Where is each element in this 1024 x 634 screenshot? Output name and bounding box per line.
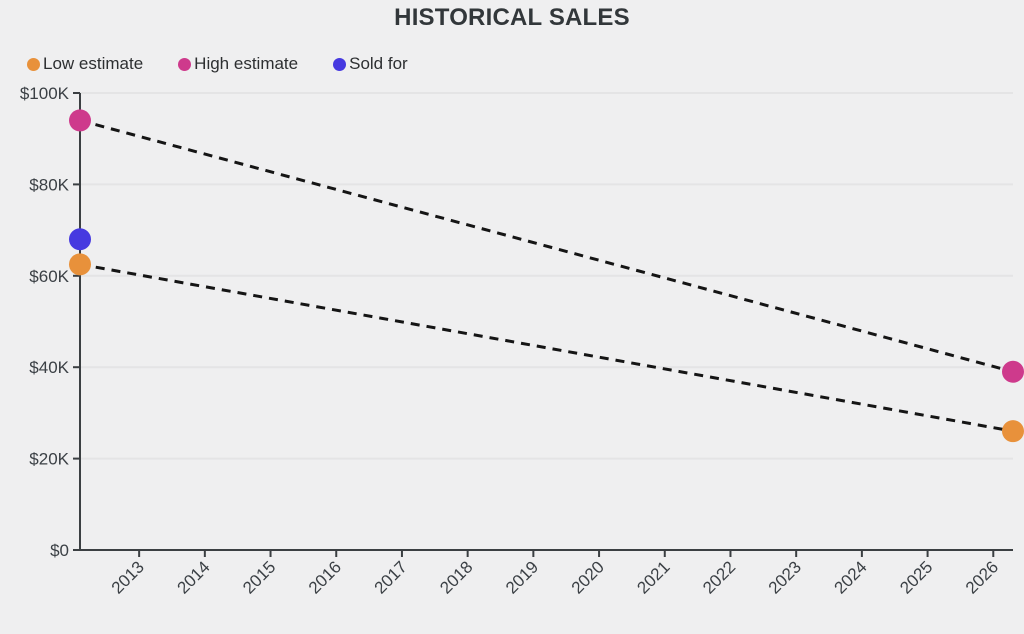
- x-tick-label: 2015: [239, 557, 279, 597]
- legend-item-low-estimate[interactable]: Low estimate: [27, 54, 143, 74]
- sold-for-swatch-icon: [333, 57, 347, 71]
- legend-label-sold-for: Sold for: [349, 54, 408, 73]
- legend: Low estimate High estimate Sold for: [27, 54, 408, 74]
- data-point-low-estimate[interactable]: [69, 253, 91, 276]
- x-tick-label: 2020: [568, 557, 608, 597]
- x-tick-label: 2023: [765, 557, 805, 597]
- legend-item-high-estimate[interactable]: High estimate: [178, 54, 298, 74]
- x-tick-label: 2018: [436, 557, 476, 597]
- x-tick-label: 2019: [502, 557, 542, 597]
- y-tick-label: $20K: [29, 450, 69, 469]
- x-tick-label: 2025: [896, 557, 936, 597]
- x-tick-label: 2016: [305, 557, 345, 597]
- legend-item-sold-for[interactable]: Sold for: [333, 54, 408, 74]
- y-tick-label: $100K: [20, 84, 70, 103]
- x-tick-label: 2024: [831, 557, 871, 597]
- trend-line-high-estimate: [79, 118, 1014, 374]
- x-tick-label: 2017: [371, 557, 411, 597]
- chart-title: HISTORICAL SALES: [394, 4, 630, 31]
- x-tick-label: 2022: [699, 557, 739, 597]
- y-tick-label: $80K: [29, 175, 69, 194]
- x-tick-label: 2021: [633, 557, 673, 597]
- data-point-sold-for[interactable]: [69, 228, 91, 251]
- data-point-low-estimate[interactable]: [1002, 420, 1024, 443]
- legend-label-high-estimate: High estimate: [194, 54, 299, 73]
- y-tick-label: $0: [50, 541, 69, 560]
- legend-label-low-estimate: Low estimate: [43, 54, 144, 73]
- high-estimate-swatch-icon: [178, 57, 192, 71]
- low-estimate-swatch-icon: [27, 57, 40, 71]
- data-point-high-estimate[interactable]: [69, 109, 91, 132]
- data-point-high-estimate[interactable]: [1002, 360, 1024, 383]
- x-tick-label: 2013: [108, 557, 148, 597]
- y-tick-label: $40K: [29, 358, 69, 377]
- x-tick-label: 2014: [173, 557, 213, 597]
- y-tick-label: $60K: [29, 267, 69, 286]
- trend-line-low-estimate: [79, 262, 1014, 433]
- x-tick-label: 2026: [962, 557, 1002, 597]
